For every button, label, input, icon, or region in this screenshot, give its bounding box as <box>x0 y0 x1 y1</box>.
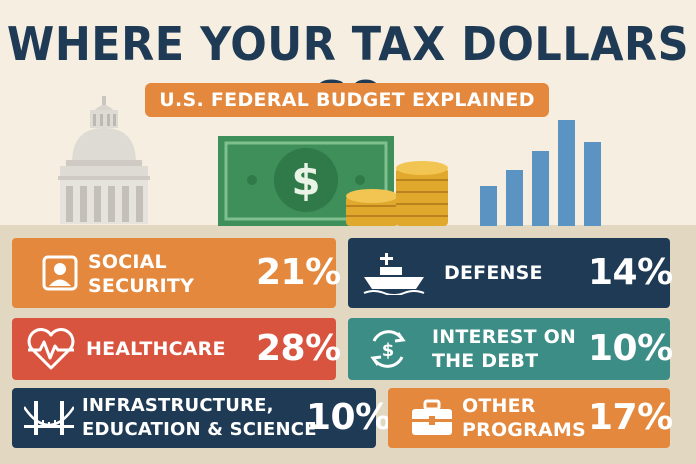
category-percent: 17% <box>588 397 673 438</box>
card-healthcare: HEALTHCARE 28% <box>12 318 341 380</box>
category-percent: 28% <box>256 328 341 369</box>
person-id-icon <box>42 255 78 291</box>
subtitle-banner: U.S. FEDERAL BUDGET EXPLAINED <box>145 83 549 117</box>
category-label: INFRASTRUCTURE, EDUCATION & SCIENCE <box>82 395 317 440</box>
warship-icon <box>363 253 425 295</box>
card-other-programs: OTHER PROGRAMS 17% <box>388 388 673 448</box>
category-label: SOCIAL SECURITY <box>88 251 195 297</box>
category-percent: 10% <box>588 328 673 369</box>
category-label: OTHER PROGRAMS <box>462 395 586 441</box>
header-illustration: $ <box>58 96 601 226</box>
dollar-sign: $ <box>291 156 320 205</box>
card-defense: DEFENSE 14% <box>348 238 673 308</box>
bridge-icon <box>24 401 74 435</box>
svg-text:$: $ <box>382 340 395 361</box>
heart-pulse-icon <box>27 328 75 370</box>
dollar-cycle-icon: $ <box>370 330 406 368</box>
card-social-security: SOCIAL SECURITY 21% <box>12 238 341 308</box>
category-label: DEFENSE <box>444 262 543 284</box>
category-label: HEALTHCARE <box>86 338 226 360</box>
category-label: INTEREST ON THE DEBT <box>432 326 577 372</box>
card-interest-on-debt: $ INTEREST ON THE DEBT 10% <box>348 318 673 380</box>
bar-graph-icon <box>480 120 601 226</box>
category-percent: 14% <box>588 252 673 293</box>
capitol-icon <box>58 96 150 224</box>
category-percent: 10% <box>306 397 391 438</box>
card-infrastructure: INFRASTRUCTURE, EDUCATION & SCIENCE 10% <box>12 388 391 448</box>
category-percent: 21% <box>256 252 341 293</box>
briefcase-icon <box>412 399 452 435</box>
banknote-icon: $ <box>218 136 394 226</box>
coin-stack-icon <box>346 161 448 226</box>
